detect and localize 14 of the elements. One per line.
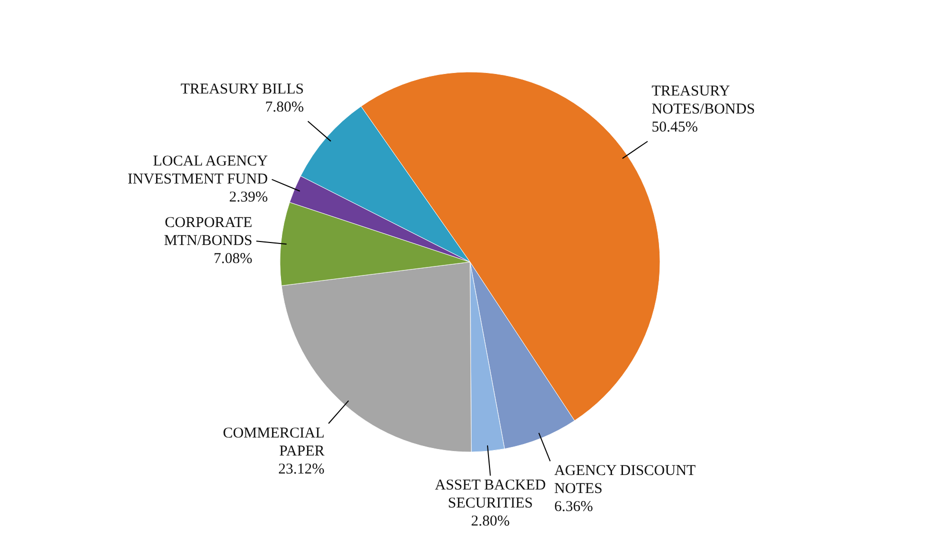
data-label: 2.39%	[229, 189, 268, 206]
slice-label: ASSET BACKED SECURITIES	[434, 478, 546, 512]
data-label: 7.80%	[265, 99, 304, 116]
slice-label: LOCAL AGENCY INVESTMENT FUND	[128, 153, 268, 188]
data-label: 2.80%	[470, 514, 510, 530]
data-label: 23.12%	[278, 462, 325, 478]
slice-label: TREASURY BILLS	[180, 81, 304, 98]
data-label: 50.45%	[652, 119, 698, 136]
slice-label: COMMERCIAL PAPER	[222, 426, 325, 460]
data-label: 6.36%	[554, 499, 593, 516]
slice-label: CORPORATE MTN/BONDS	[164, 215, 252, 250]
slice-label: AGENCY DISCOUNT NOTES	[554, 463, 696, 498]
data-label: 7.08%	[214, 251, 252, 268]
slice-label: TREASURY NOTES/BONDS	[652, 83, 755, 118]
